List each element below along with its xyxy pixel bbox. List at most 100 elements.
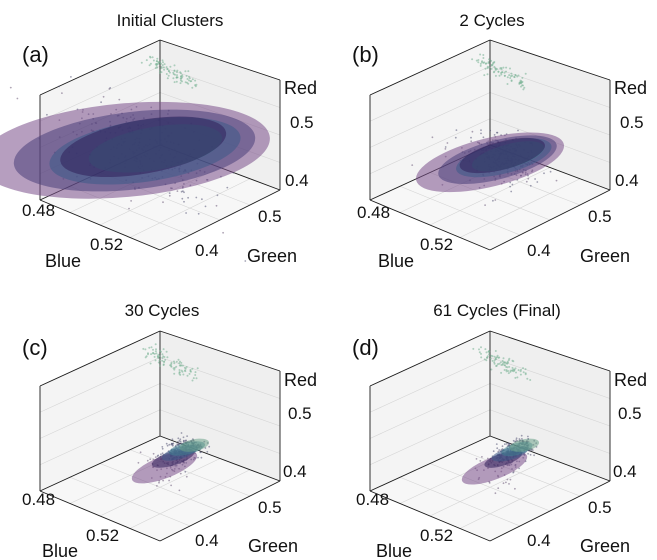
data-point <box>526 377 529 380</box>
data-point <box>159 349 162 352</box>
data-point <box>163 63 166 66</box>
data-point <box>479 53 482 56</box>
data-point <box>162 61 164 64</box>
x-axis-label: Blue <box>378 251 414 271</box>
data-point <box>102 95 105 98</box>
data-point <box>529 184 532 187</box>
grid-line <box>159 356 281 399</box>
data-point <box>178 489 181 492</box>
data-point <box>503 362 506 364</box>
data-point <box>197 456 199 459</box>
data-point <box>137 461 140 464</box>
data-point <box>182 436 185 439</box>
x-axis-label: Blue <box>45 251 81 271</box>
data-point <box>161 59 164 62</box>
y-tick-label: 0.4 <box>527 241 551 260</box>
data-point <box>216 194 219 197</box>
data-point <box>194 374 197 376</box>
data-point <box>159 355 161 358</box>
data-point <box>169 364 172 367</box>
data-point <box>187 82 190 85</box>
grid-line <box>159 383 281 427</box>
data-point <box>521 84 524 87</box>
data-point <box>514 487 516 490</box>
data-point <box>149 458 152 461</box>
data-point <box>505 365 508 368</box>
data-point <box>166 444 169 447</box>
data-point <box>169 65 172 68</box>
data-point <box>180 77 183 80</box>
z-axis-label: Red <box>614 78 647 98</box>
data-point <box>527 435 529 438</box>
data-point <box>515 437 518 440</box>
data-point <box>154 359 157 362</box>
data-point <box>478 351 481 354</box>
grid-line <box>459 178 581 238</box>
y-axis-label: Green <box>580 246 630 266</box>
data-point <box>179 72 182 75</box>
cluster-ellipses <box>131 438 210 484</box>
data-point <box>549 170 552 173</box>
data-point <box>497 356 500 359</box>
grid-line <box>489 92 611 136</box>
data-point <box>128 207 130 210</box>
axis-edge <box>39 199 161 251</box>
data-point <box>148 64 151 67</box>
panel-letter: (a) <box>22 42 49 67</box>
data-point <box>488 350 491 353</box>
data-point <box>497 70 500 73</box>
data-point <box>494 74 497 77</box>
data-point <box>475 458 478 460</box>
data-point <box>173 362 176 365</box>
data-point <box>494 199 497 201</box>
data-point <box>506 83 509 85</box>
panel-title: Initial Clusters <box>117 11 224 30</box>
data-point <box>480 356 483 359</box>
data-point <box>496 363 499 366</box>
y-tick-label: 0.5 <box>258 207 282 226</box>
data-point <box>162 66 165 69</box>
data-point <box>147 352 149 355</box>
data-point <box>522 88 525 91</box>
data-point <box>157 361 160 364</box>
data-point <box>481 456 483 458</box>
x-axis-label: Blue <box>376 541 412 560</box>
data-point <box>493 65 496 68</box>
x-tick-label: 0.52 <box>90 235 123 254</box>
data-point <box>529 379 532 381</box>
data-point <box>514 376 517 379</box>
panel-b: 2 Cycles (b) 0.5 0.4 Red 0.5 0.4 Green 0… <box>352 11 647 271</box>
grid-line <box>489 356 611 399</box>
data-point <box>487 61 490 63</box>
data-point <box>183 439 185 442</box>
data-point <box>512 471 515 474</box>
data-point <box>185 74 188 77</box>
data-point <box>530 449 532 452</box>
data-point <box>536 181 539 183</box>
data-point <box>16 97 19 100</box>
data-point <box>471 130 474 133</box>
data-point <box>479 62 482 65</box>
data-point <box>490 354 493 357</box>
data-point <box>496 354 499 357</box>
data-point <box>444 148 447 150</box>
y-tick-label: 0.4 <box>527 531 551 550</box>
data-point <box>161 357 164 359</box>
data-point <box>196 367 199 370</box>
data-point <box>524 372 527 375</box>
data-point <box>176 69 179 72</box>
cluster-ellipses <box>461 438 540 485</box>
data-point <box>244 260 247 262</box>
data-point <box>498 449 501 451</box>
axis-edge <box>369 39 491 96</box>
data-point <box>152 59 155 62</box>
data-point <box>509 478 512 481</box>
grid-line <box>369 356 491 413</box>
data-point <box>446 142 449 144</box>
data-point <box>166 77 169 80</box>
data-point <box>533 454 535 457</box>
data-point <box>178 442 181 445</box>
data-point <box>481 60 484 63</box>
data-point <box>152 452 155 455</box>
data-point <box>187 196 190 199</box>
